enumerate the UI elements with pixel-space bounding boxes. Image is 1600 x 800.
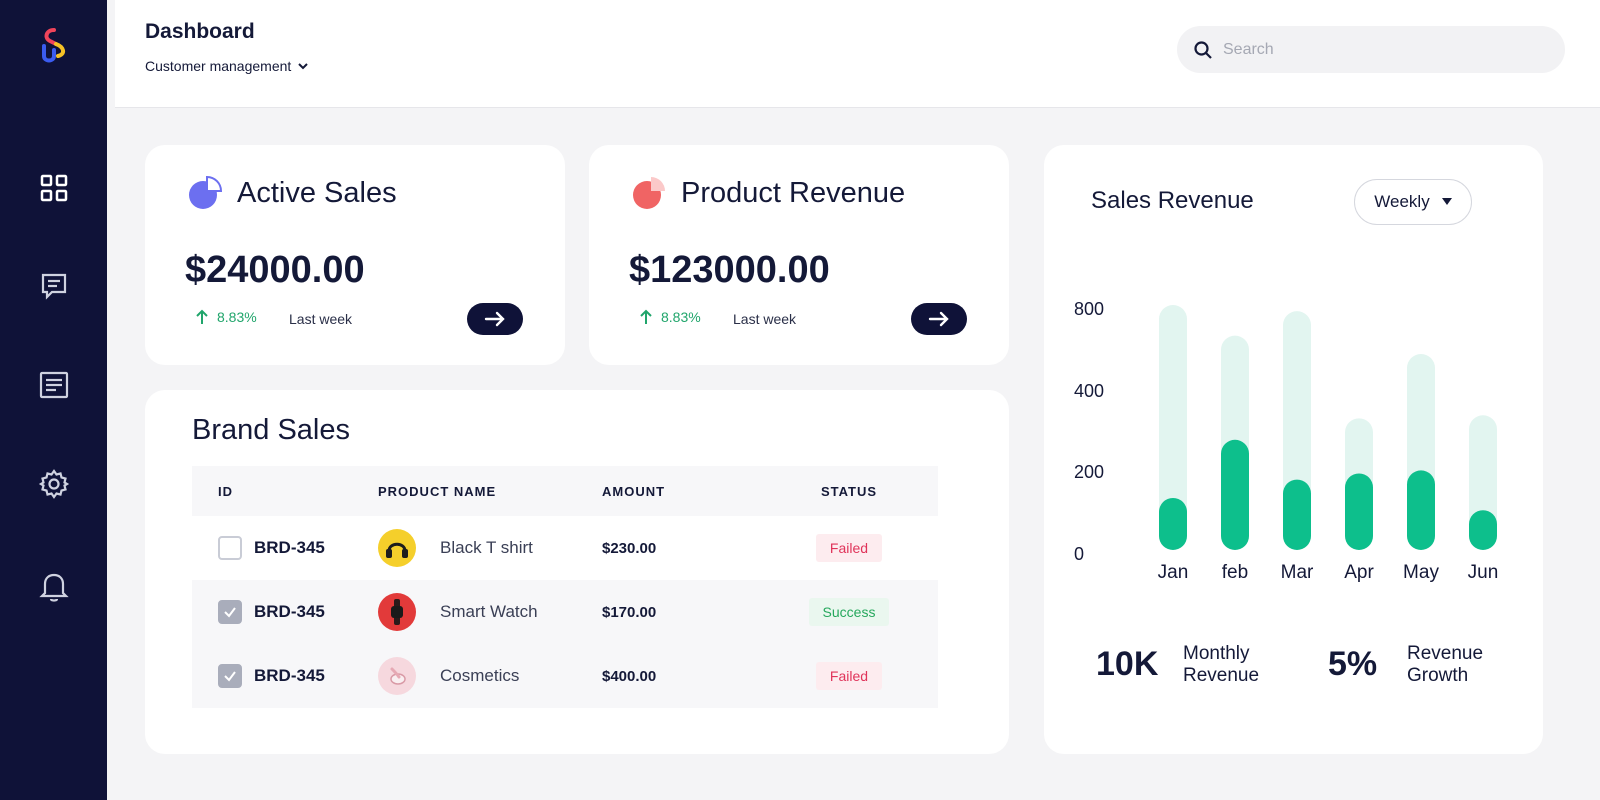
row-amount: $400.00 xyxy=(602,667,657,685)
sales-revenue-chart: 800 400 200 0 Jan feb Mar Apr May Jun xyxy=(1074,299,1499,583)
caret-down-icon xyxy=(1441,198,1452,205)
bar-value xyxy=(1407,470,1435,550)
x-tick-label: Mar xyxy=(1281,562,1314,583)
row-checkbox[interactable] xyxy=(218,536,242,560)
gear-icon xyxy=(38,469,70,499)
bar-value xyxy=(1469,510,1497,550)
x-tick-label: Apr xyxy=(1344,562,1374,583)
revenue-growth-value: 5% xyxy=(1328,645,1378,683)
pie-chart-icon xyxy=(633,177,665,209)
active-sales-value: $24000.00 xyxy=(185,249,365,291)
sales-revenue-card: Sales Revenue Weekly 800 400 200 0 Jan feb Mar… xyxy=(1044,145,1543,754)
column-header-status: STATUS xyxy=(820,483,878,499)
check-icon xyxy=(224,671,236,682)
sidebar xyxy=(0,0,107,800)
status-badge: Failed xyxy=(815,662,883,690)
document-icon xyxy=(39,371,69,399)
row-amount: $170.00 xyxy=(602,603,657,621)
bell-icon xyxy=(39,573,69,602)
product-thumbnail-headphones xyxy=(378,529,416,567)
nav-settings[interactable] xyxy=(34,464,74,504)
y-tick-label: 800 xyxy=(1074,299,1104,319)
product-revenue-title: Product Revenue xyxy=(681,176,906,209)
period-dropdown-label: Weekly xyxy=(1374,192,1430,211)
search-box xyxy=(1177,26,1565,73)
active-sales-period: Last week xyxy=(289,311,353,327)
app-logo[interactable] xyxy=(32,24,76,68)
active-sales-title: Active Sales xyxy=(237,176,397,209)
revenue-growth-label: Revenue Growth xyxy=(1407,643,1484,686)
brand-sales-title: Brand Sales xyxy=(192,414,350,446)
x-tick-label: Jun xyxy=(1468,562,1499,583)
sales-revenue-title: Sales Revenue xyxy=(1091,187,1254,214)
row-checkbox[interactable] xyxy=(218,600,242,624)
table-row[interactable]: BRD-345 Cosmetics $400.00 Failed xyxy=(192,644,938,708)
bar-value xyxy=(1221,439,1249,550)
arrow-up-icon xyxy=(640,309,652,324)
arrow-right-icon xyxy=(928,311,949,327)
x-tick-label: feb xyxy=(1222,562,1248,583)
product-thumbnail-watch xyxy=(378,593,416,631)
bar-value xyxy=(1345,473,1373,550)
grid-icon xyxy=(40,174,68,202)
table-row[interactable]: BRD-345 Smart Watch $170.00 Success xyxy=(192,580,938,644)
search-input[interactable] xyxy=(1223,40,1543,59)
active-sales-go-button[interactable] xyxy=(467,303,523,335)
pie-chart-icon xyxy=(189,175,223,209)
table-row[interactable]: BRD-345 Black T shirt $230.00 Failed xyxy=(192,516,938,580)
topbar: Dashboard Customer management xyxy=(115,0,1600,108)
nav-dashboard[interactable] xyxy=(34,168,74,208)
y-tick-label: 200 xyxy=(1074,462,1104,482)
product-name: Cosmetics xyxy=(440,666,520,685)
product-revenue-value: $123000.00 xyxy=(629,249,830,291)
message-icon xyxy=(41,273,67,300)
status-badge: Success xyxy=(808,598,890,626)
row-id: BRD-345 xyxy=(254,538,325,557)
row-amount: $230.00 xyxy=(602,539,657,557)
column-header-id: ID xyxy=(218,483,233,499)
active-sales-card: Active Sales $24000.00 8.83% Last week xyxy=(145,145,565,365)
product-revenue-period: Last week xyxy=(733,311,797,327)
breadcrumb-label: Customer management xyxy=(145,58,292,74)
table-header: ID PRODUCT NAME AMOUNT STATUS xyxy=(192,466,938,516)
arrow-right-icon xyxy=(484,311,505,327)
column-header-product: PRODUCT NAME xyxy=(378,483,497,499)
period-dropdown[interactable]: Weekly xyxy=(1354,179,1472,225)
search-icon xyxy=(1194,40,1212,59)
product-thumbnail-cosmetics xyxy=(378,657,416,695)
y-tick-label: 0 xyxy=(1074,544,1084,564)
column-header-amount: AMOUNT xyxy=(602,483,666,499)
product-revenue-go-button[interactable] xyxy=(911,303,967,335)
row-id: BRD-345 xyxy=(254,666,325,685)
active-sales-change: 8.83% xyxy=(217,309,257,325)
product-revenue-change: 8.83% xyxy=(661,309,701,325)
bar-value xyxy=(1159,497,1187,550)
y-tick-label: 400 xyxy=(1074,381,1104,401)
x-tick-label: May xyxy=(1403,562,1439,583)
page-title: Dashboard xyxy=(145,20,255,43)
product-revenue-card: Product Revenue $123000.00 8.83% Last we… xyxy=(589,145,1009,365)
check-icon xyxy=(224,607,236,618)
product-name: Black T shirt xyxy=(440,538,533,557)
nav-messages[interactable] xyxy=(34,266,74,306)
monthly-revenue-value: 10K xyxy=(1096,645,1159,683)
status-badge: Failed xyxy=(815,534,883,562)
x-tick-label: Jan xyxy=(1158,562,1189,583)
chevron-down-icon xyxy=(298,63,309,70)
arrow-up-icon xyxy=(196,309,208,324)
row-id: BRD-345 xyxy=(254,602,325,621)
product-name: Smart Watch xyxy=(440,602,538,621)
bar-background xyxy=(1159,305,1187,550)
brand-sales-table: ID PRODUCT NAME AMOUNT STATUS BRD-345 Bl… xyxy=(192,466,938,708)
row-checkbox[interactable] xyxy=(218,664,242,688)
nav-notifications[interactable] xyxy=(34,566,74,606)
bar-value xyxy=(1283,479,1311,550)
breadcrumb-dropdown[interactable]: Customer management xyxy=(145,58,309,74)
monthly-revenue-label: Monthly Revenue xyxy=(1183,643,1260,686)
nav-documents[interactable] xyxy=(34,365,74,405)
brand-sales-card: Brand Sales ID PRODUCT NAME AMOUNT STATU… xyxy=(145,390,1009,754)
